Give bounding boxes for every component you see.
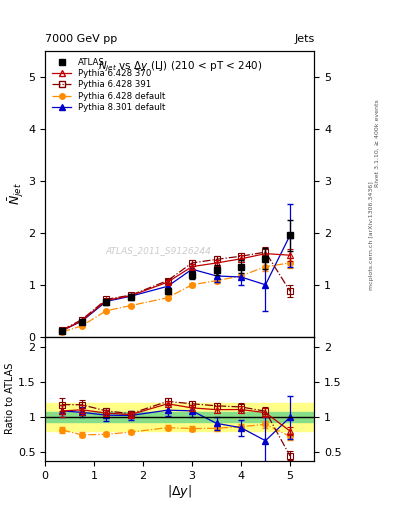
Bar bbox=[45, 412, 314, 422]
X-axis label: |$\Delta y$|: |$\Delta y$| bbox=[167, 483, 192, 500]
Text: 7000 GeV pp: 7000 GeV pp bbox=[45, 33, 118, 44]
Text: $N_{jet}$ vs $\Delta y$ (LJ) (210 < pT < 240): $N_{jet}$ vs $\Delta y$ (LJ) (210 < pT <… bbox=[97, 60, 262, 74]
Y-axis label: Ratio to ATLAS: Ratio to ATLAS bbox=[5, 363, 15, 434]
Text: Rivet 3.1.10, ≥ 400k events: Rivet 3.1.10, ≥ 400k events bbox=[375, 99, 380, 187]
Legend: ATLAS, Pythia 6.428 370, Pythia 6.428 391, Pythia 6.428 default, Pythia 8.301 de: ATLAS, Pythia 6.428 370, Pythia 6.428 39… bbox=[50, 55, 168, 114]
Text: ATLAS_2011_S9126244: ATLAS_2011_S9126244 bbox=[105, 247, 211, 255]
Text: Jets: Jets bbox=[294, 33, 314, 44]
Y-axis label: $\bar{N}_{jet}$: $\bar{N}_{jet}$ bbox=[6, 182, 26, 205]
Bar bbox=[45, 403, 314, 431]
Text: mcplots.cern.ch [arXiv:1306.3436]: mcplots.cern.ch [arXiv:1306.3436] bbox=[369, 181, 374, 290]
